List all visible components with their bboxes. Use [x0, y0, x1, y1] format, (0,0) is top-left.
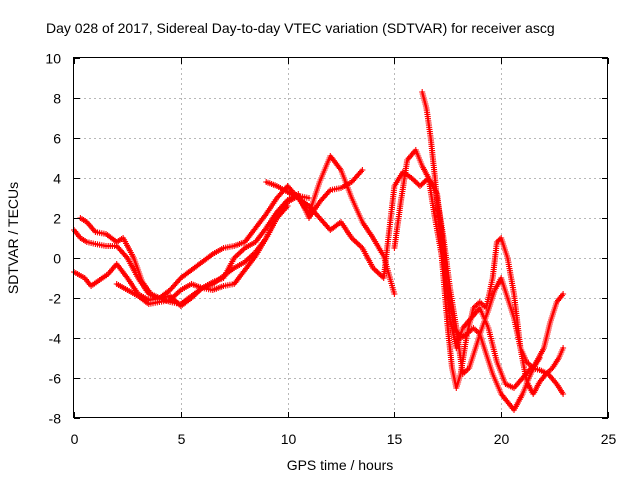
y-tick-label: 6 — [53, 131, 61, 147]
chart-title: Day 028 of 2017, Sidereal Day-to-day VTE… — [46, 20, 555, 36]
series-track-8 — [434, 195, 543, 377]
y-tick-label: 10 — [45, 51, 61, 67]
series-markers — [434, 195, 543, 377]
x-axis-label: GPS time / hours — [287, 457, 394, 473]
series-track-6 — [391, 147, 567, 413]
x-tick-label: 10 — [281, 431, 297, 447]
y-tick-label: -2 — [49, 291, 62, 307]
y-tick-label: -6 — [49, 371, 62, 387]
x-tick-label: 0 — [71, 431, 79, 447]
series-markers — [419, 89, 567, 397]
y-tick-label: -8 — [49, 411, 62, 427]
y-tick-label: -4 — [49, 331, 62, 347]
y-tick-label: 2 — [53, 211, 61, 227]
x-tick-label: 5 — [178, 431, 186, 447]
series-line — [72, 194, 311, 306]
x-tick-label: 15 — [387, 431, 403, 447]
axis-ticks: 0 5 10 15 20 25 -8 -6 -4 -2 0 2 4 6 8 10 — [45, 51, 616, 448]
y-axis-label: SDTVAR / TECUs — [5, 182, 21, 294]
series-markers — [113, 203, 291, 307]
series-markers — [391, 147, 567, 413]
data-series — [71, 89, 567, 413]
y-tick-label: 4 — [53, 171, 61, 187]
plot-frame — [73, 57, 608, 418]
series-track-3 — [113, 203, 291, 307]
y-tick-label: 8 — [53, 91, 61, 107]
x-tick-label: 20 — [494, 431, 510, 447]
series-markers — [77, 153, 398, 301]
x-tick-label: 25 — [601, 431, 617, 447]
y-tick-label: 0 — [53, 251, 61, 267]
series-track-4 — [77, 153, 398, 301]
